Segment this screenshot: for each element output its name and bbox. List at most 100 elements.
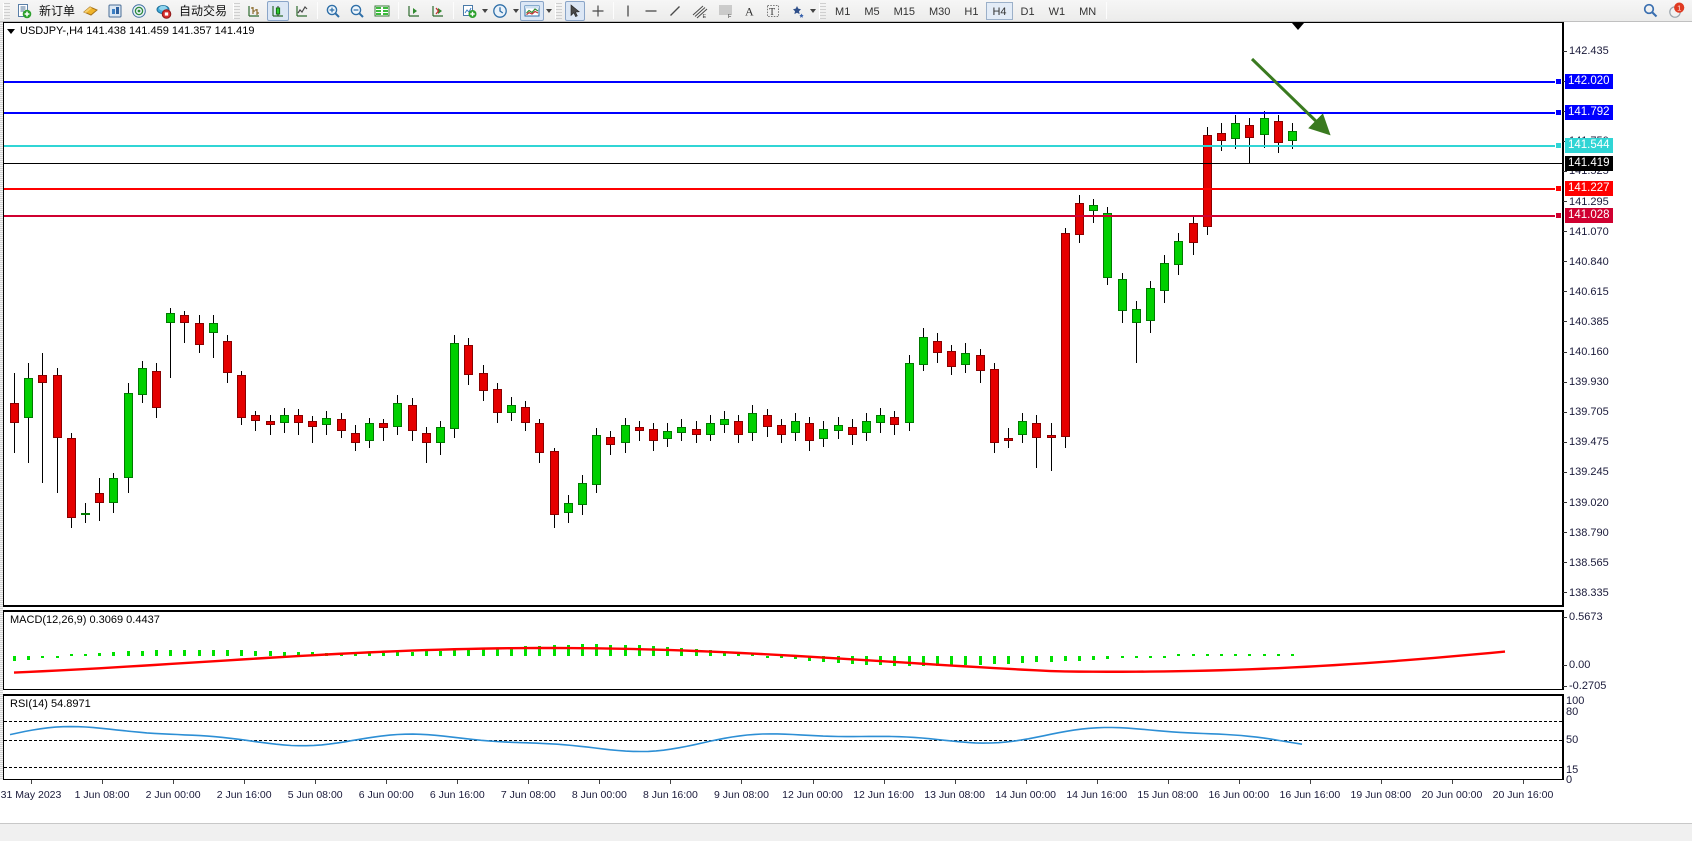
templates-icon[interactable] [520,0,545,21]
price-scale[interactable]: 142.435142.210141.980141.750141.525141.2… [1563,22,1692,841]
candle-wick [42,353,44,483]
autotrade-icon[interactable] [152,1,175,21]
trendline-icon[interactable] [664,1,686,21]
price-level-label-current-price[interactable]: 141.419 [1565,156,1613,171]
macd-histogram-bar [737,653,741,656]
candle-body [1131,309,1141,323]
timeframe-d1[interactable]: D1 [1020,5,1035,18]
candlestick [279,23,289,605]
candle-body [379,423,389,428]
macd-histogram-bar [552,645,556,656]
macd-histogram-bar [197,649,201,656]
chart-grid-icon[interactable] [370,1,394,21]
indicators-chevron-down-icon[interactable] [482,8,489,13]
price-pane[interactable] [3,22,1563,607]
scale-axis-line-rsi [1563,694,1564,780]
candlestick [1273,23,1283,605]
candlestick [578,23,587,605]
chevron-down-icon[interactable] [7,28,15,34]
equidistant-channel-icon[interactable]: E [688,1,712,21]
rsi-level-80 [4,721,1562,722]
chart-shift-icon[interactable] [403,1,425,21]
timeframe-w1[interactable]: W1 [1048,5,1066,18]
macd-histogram-bar [652,646,655,656]
line-handle[interactable] [1555,78,1562,85]
candlestick [805,23,815,605]
cursor-icon[interactable] [565,0,586,21]
chart-scroll-marker[interactable] [1292,23,1304,30]
price-level-label-resistance-lower[interactable]: 141.792 [1565,105,1613,120]
bar-chart-icon[interactable] [243,1,265,21]
horizontal-line-icon[interactable] [640,1,662,21]
zoom-out-icon[interactable] [346,1,368,21]
new-order-label[interactable]: 新订单 [39,4,76,18]
macd-scale-tick: 0.5673 [1563,611,1603,623]
timeframe-h1[interactable]: H1 [964,5,979,18]
candle-body [918,337,928,365]
price-level-label-support-upper[interactable]: 141.227 [1565,181,1613,196]
candle-body [862,421,871,433]
timeframe-m5[interactable]: M5 [864,5,880,18]
candlestick [833,23,843,605]
price-level-label-resistance-upper[interactable]: 142.020 [1565,74,1613,89]
line-handle[interactable] [1555,185,1562,192]
chart-left-grip[interactable] [0,22,3,780]
macd-pane-inner[interactable] [4,612,1562,689]
alerts-icon[interactable]: 1 [1664,1,1688,21]
scale-axis-line [1563,22,1564,607]
data-window-icon[interactable] [104,1,126,21]
macd-label: MACD(12,26,9) 0.3069 0.4437 [10,614,160,626]
macd-histogram-bar [1021,656,1025,663]
crosshair-icon[interactable] [587,1,609,21]
toolbar-grip-2[interactable] [233,2,241,19]
text-icon[interactable]: A [740,1,760,21]
candle-body [975,355,985,371]
rsi-pane[interactable]: RSI(14) 54.8971 [3,694,1563,780]
timeframe-m15[interactable]: M15 [893,5,915,18]
indicators-icon[interactable] [458,1,480,21]
price-pane-inner[interactable] [4,23,1562,605]
timeframe-h4[interactable]: H4 [986,1,1013,20]
timeframe-m30[interactable]: M30 [929,5,951,18]
vertical-line-icon[interactable] [618,1,638,21]
macd-pane[interactable]: MACD(12,26,9) 0.3069 0.4437 [3,610,1563,690]
toolbar-grip-3[interactable] [555,2,563,19]
timeframe-m1[interactable]: M1 [835,5,851,18]
templates-chevron-down-icon[interactable] [546,8,553,13]
zoom-in-icon[interactable] [322,1,344,21]
candlestick [123,23,133,605]
down-arrow-annotation[interactable] [1244,51,1344,141]
candle-body [1004,438,1013,441]
period-chevron-down-icon[interactable] [513,8,520,13]
chart-area[interactable]: USDJPY-,H4 141.438 141.459 141.357 141.4… [0,22,1692,841]
navigator-icon[interactable] [128,1,150,21]
search-icon[interactable] [1639,1,1662,21]
auto-scroll-icon[interactable] [427,1,449,21]
price-level-label-support-lower[interactable]: 141.028 [1565,208,1613,223]
rsi-pane-inner[interactable] [4,696,1562,779]
expert-advisors-icon[interactable] [79,1,102,21]
candle-body [294,415,303,423]
price-tick: 142.435 [1563,45,1609,57]
toolbar-grip-4[interactable] [819,2,827,19]
autotrade-label[interactable]: 自动交易 [179,4,228,18]
line-handle[interactable] [1555,142,1562,149]
shapes-chevron-down-icon[interactable] [810,8,817,13]
line-handle[interactable] [1555,212,1562,219]
line-handle[interactable] [1555,109,1562,116]
text-label-icon[interactable]: T [762,1,784,21]
period-icon[interactable] [489,1,511,21]
timeframe-mn[interactable]: MN [1079,5,1097,18]
price-level-label-pivot-line[interactable]: 141.544 [1565,138,1613,153]
macd-histogram-bar [1063,656,1067,662]
macd-histogram-bar [98,653,102,656]
line-chart-icon[interactable] [291,1,313,21]
shapes-icon[interactable] [786,1,808,21]
candlestick-chart-icon[interactable] [267,0,290,21]
toolbar-separator-5 [1106,2,1108,19]
fibonacci-icon[interactable]: F [714,1,738,21]
time-axis[interactable]: 31 May 2023 1 Jun 08:00 2 Jun 00:00 2 Jun 1… [1,780,1563,804]
toolbar-grip[interactable] [3,2,10,19]
time-tick-mark [244,780,246,784]
new-order-icon[interactable] [13,1,35,21]
